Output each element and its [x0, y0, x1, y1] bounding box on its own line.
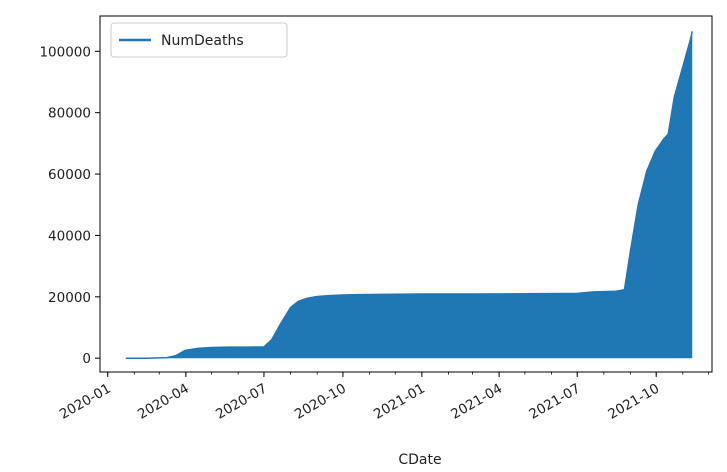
- x-tick-label: 2020-04: [135, 381, 192, 423]
- plot-frame: [99, 15, 713, 373]
- x-tick-label: 2020-01: [57, 381, 114, 423]
- x-tick-label: 2021-07: [526, 381, 583, 423]
- x-tick-label: 2021-04: [448, 381, 505, 423]
- y-tick-label: 0: [82, 351, 91, 367]
- y-tick-label: 40000: [48, 228, 91, 244]
- x-tick-label: 2021-10: [605, 381, 662, 423]
- x-tick-label: 2020-10: [292, 381, 349, 423]
- x-tick-label: 2020-07: [213, 381, 270, 423]
- legend-box: [110, 22, 288, 58]
- area-fill-numdeaths: [125, 31, 693, 359]
- y-tick-label: 60000: [48, 167, 91, 183]
- legend-label-numdeaths: NumDeaths: [161, 33, 244, 49]
- y-tick-label: 80000: [48, 106, 91, 122]
- series-line-numdeaths: [125, 31, 693, 359]
- y-tick-label: 100000: [39, 44, 91, 60]
- y-tick-label: 20000: [48, 290, 91, 306]
- area-layer: [125, 31, 693, 359]
- x-tick-label: 2021-01: [371, 381, 428, 423]
- legend: NumDeaths: [110, 22, 288, 58]
- y-axis: 0 20000 40000 60000 80000 100000: [39, 44, 100, 367]
- x-axis-label: CDate: [398, 452, 441, 468]
- x-axis: 2020-01 2020-04 2020-07 2020-10 2021-01 2021-…: [57, 372, 709, 423]
